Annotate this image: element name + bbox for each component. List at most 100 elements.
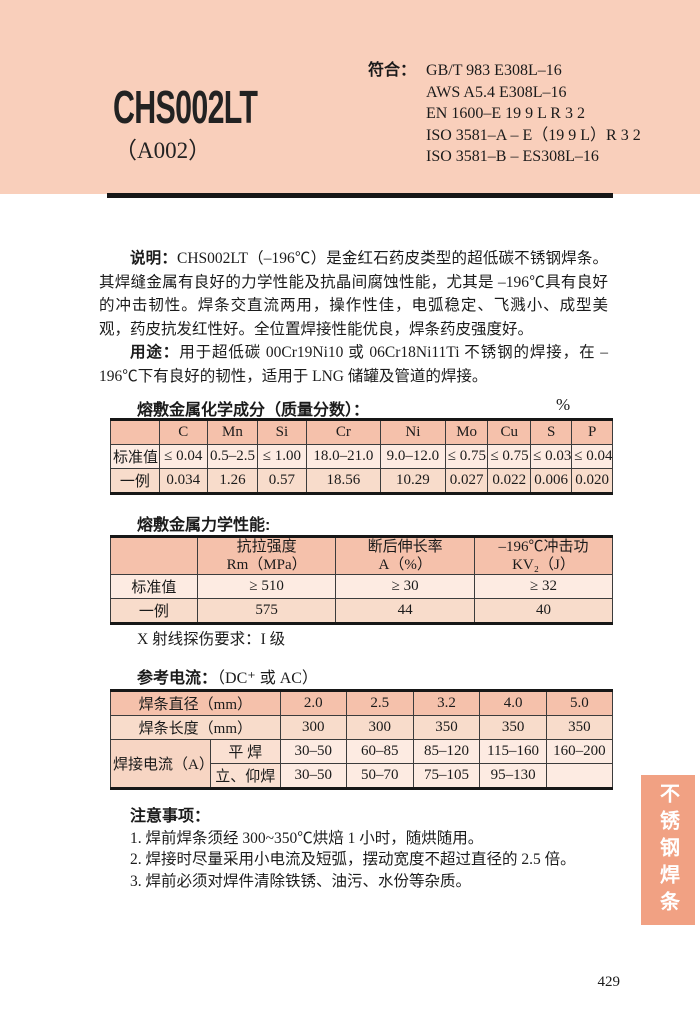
cell: 2.0 (279, 690, 347, 716)
row-sublabel: 立、仰焊 (209, 763, 281, 789)
note-item: 2. 焊接时尽量采用小电流及短弧，摆动宽度不超过直径的 2.5 倍。 (130, 851, 576, 868)
chemical-unit: % (556, 395, 571, 414)
chemical-section-title: 熔敷金属化学成分（质量分数）： (137, 402, 370, 419)
cell: ≥ 30 (335, 574, 475, 599)
row-sublabel: 平 焊 (209, 739, 281, 764)
current-section-title: 参考电流：（DC⁺ 或 AC） (137, 664, 318, 688)
header-line: 断后伸长率 (367, 539, 443, 555)
reference-current-table: 焊条直径（mm） 2.0 2.5 3.2 4.0 5.0 焊条长度（mm） 30… (110, 689, 614, 790)
standard-line: ISO 3581–B – ES308L–16 (426, 148, 599, 165)
standards-list: GB/T 983 E308L–16 AWS A5.4 E308L–16 EN 1… (426, 60, 641, 168)
row-label: 标准值 (110, 574, 198, 599)
cell: 115–160 (479, 739, 547, 764)
cell: 3.2 (412, 690, 481, 716)
cell: 0.027 (444, 468, 489, 494)
chemical-composition-table: C Mn Si Cr Ni Mo Cu S P 标准值 ≤ 0.04 0.5–2… (110, 418, 613, 495)
cell: 5.0 (545, 690, 614, 716)
cell (545, 763, 614, 789)
description-paragraph: 说明：CHS002LT（–196℃）是金红石药皮类型的超低碳不锈钢焊条。其焊缝金… (99, 247, 608, 341)
row-label: 焊条长度（mm） (110, 715, 281, 740)
category-side-tab: 不锈钢焊条 (641, 775, 695, 925)
col-header: Ni (380, 419, 446, 445)
col-header: Mn (206, 419, 259, 445)
cell: ≥ 510 (196, 574, 337, 599)
notes-title: 注意事项： (130, 808, 211, 825)
standard-line: ISO 3581–A – E（19 9 L）R 3 2 (426, 126, 641, 144)
page-number: 429 (597, 974, 621, 990)
mechanical-section-title: 熔敷金属力学性能: (137, 517, 271, 534)
col-header: S (530, 419, 573, 445)
cell: 30–50 (279, 739, 347, 764)
header-line: Rm（MPa） (226, 557, 307, 573)
current-title-suffix: （DC⁺ 或 AC） (217, 670, 318, 687)
cell: 1.26 (206, 468, 259, 494)
standard-line: EN 1600–E 19 9 L R 3 2 (426, 105, 585, 122)
cell: 4.0 (479, 690, 547, 716)
col-header (110, 536, 198, 575)
table-row: 焊条长度（mm） 300 300 350 350 350 (110, 715, 614, 740)
description-block: 说明：CHS002LT（–196℃）是金红石药皮类型的超低碳不锈钢焊条。其焊缝金… (99, 247, 608, 388)
note-item: 1. 焊前焊条须经 300~350℃烘焙 1 小时，随烘随用。 (130, 829, 484, 847)
header-line: A（%） (378, 557, 432, 573)
product-title: CHS002LT (113, 81, 258, 133)
standards-block: 符合： GB/T 983 E308L–16 AWS A5.4 E308L–16 … (368, 60, 641, 168)
cell: 0.020 (571, 468, 613, 494)
col-header: 断后伸长率 A（%） (335, 536, 475, 575)
col-header: Mo (444, 419, 489, 445)
product-alias: （A002） (114, 138, 212, 163)
cell: 300 (345, 715, 414, 740)
cell: ≥ 32 (473, 574, 614, 599)
cell: ≤ 0.03 (530, 444, 573, 469)
notes-block: 注意事项： 1. 焊前焊条须经 300~350℃烘焙 1 小时，随烘随用。 2.… (130, 806, 620, 892)
description-label: 说明： (130, 250, 177, 267)
col-header: Si (257, 419, 307, 445)
standard-line: AWS A5.4 E308L–16 (426, 83, 567, 101)
header-band: CHS002LT （A002） 符合： GB/T 983 E308L–16 AW… (0, 0, 700, 194)
usage-paragraph: 用途：用于超低碳 00Cr19Ni10 或 06Cr18Ni11Ti 不锈钢的焊… (99, 341, 608, 388)
cell: 95–130 (479, 763, 547, 789)
row-label: 标准值 (110, 444, 160, 469)
cell: 350 (412, 715, 481, 740)
cell: 50–70 (345, 763, 414, 789)
mechanical-properties-table: 抗拉强度 Rm（MPa） 断后伸长率 A（%） –196℃冲击功 KV₂（J） … (110, 535, 614, 625)
cell: 30–50 (279, 763, 347, 789)
cell: 18.56 (305, 468, 382, 494)
row-label: 一例 (110, 468, 160, 494)
cell: 0.034 (158, 468, 208, 494)
xray-requirement-note: X 射线探伤要求：I 级 (137, 631, 286, 648)
usage-label: 用途： (130, 344, 180, 361)
cell: 0.57 (257, 468, 307, 494)
col-header (110, 419, 160, 445)
cell: ≤ 0.75 (487, 444, 532, 469)
row-label: 一例 (110, 598, 198, 624)
cell: 0.006 (530, 468, 573, 494)
note-item: 3. 焊前必须对焊件清除铁锈、油污、水份等杂质。 (130, 872, 472, 890)
row-label: 焊条直径（mm） (110, 690, 281, 716)
cell: 75–105 (412, 763, 481, 789)
table-header-row: 抗拉强度 Rm（MPa） 断后伸长率 A（%） –196℃冲击功 KV₂（J） (110, 536, 614, 575)
cell: ≤ 1.00 (257, 444, 307, 469)
header-line: –196℃冲击功 (498, 539, 589, 555)
col-header: Cu (487, 419, 532, 445)
table-row: 一例 0.034 1.26 0.57 18.56 10.29 0.027 0.0… (110, 468, 613, 494)
cell: 60–85 (345, 739, 414, 764)
cell: 160–200 (545, 739, 614, 764)
cell: 350 (479, 715, 547, 740)
table-header-row: 焊条直径（mm） 2.0 2.5 3.2 4.0 5.0 (110, 690, 614, 716)
col-header: Cr (305, 419, 382, 445)
col-header: 抗拉强度 Rm（MPa） (196, 536, 337, 575)
cell: 575 (196, 598, 337, 624)
cell: 9.0–12.0 (380, 444, 446, 469)
cell: 85–120 (412, 739, 481, 764)
col-header: P (571, 419, 613, 445)
cell: 300 (279, 715, 347, 740)
cell: ≤ 0.04 (571, 444, 613, 469)
cell: ≤ 0.75 (444, 444, 489, 469)
header-divider (107, 193, 613, 198)
cell: 2.5 (345, 690, 414, 716)
usage-text: 用于超低碳 00Cr19Ni10 或 06Cr18Ni11Ti 不锈钢的焊接，在… (99, 344, 608, 385)
description-text: CHS002LT（–196℃）是金红石药皮类型的超低碳不锈钢焊条。其焊缝金属有良… (99, 250, 608, 338)
header-line: 抗拉强度 (236, 539, 297, 555)
col-header: –196℃冲击功 KV₂（J） (473, 536, 614, 575)
